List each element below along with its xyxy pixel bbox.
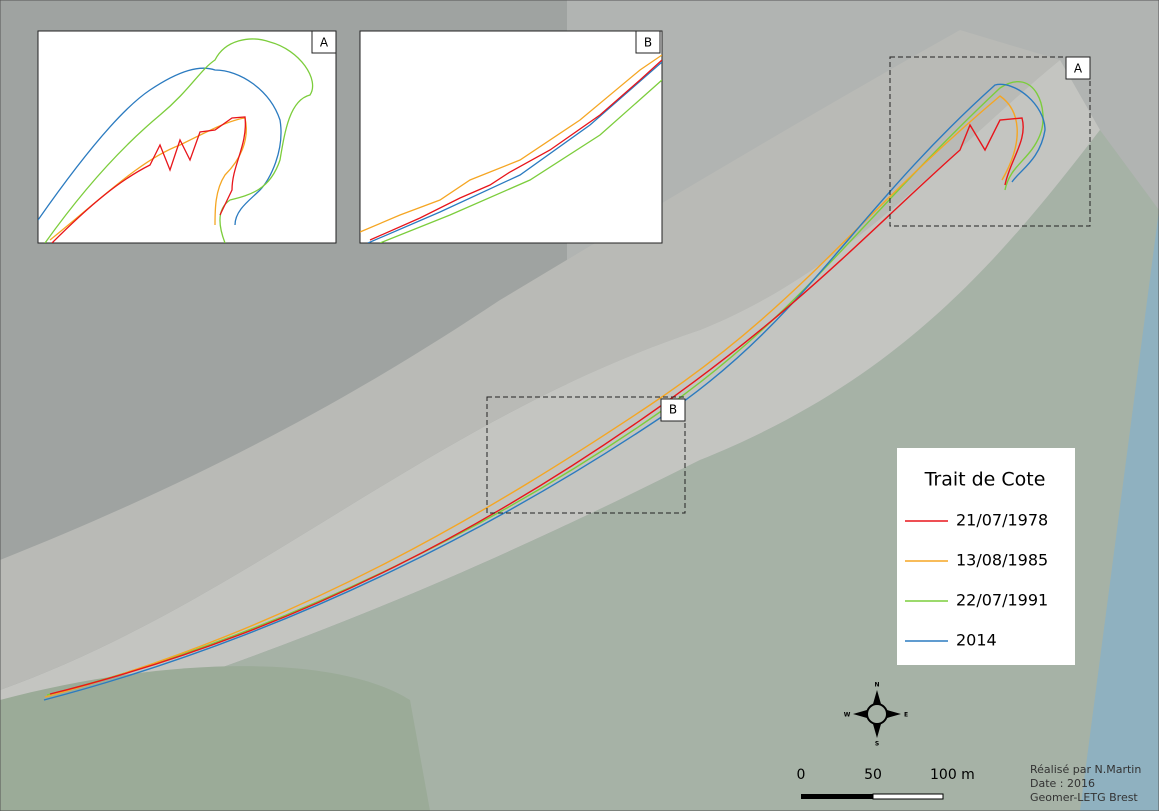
legend-label: 22/07/1991: [956, 591, 1048, 610]
map: A B A B Trait de Cote 21/07/1978 13/08/19…: [0, 0, 1159, 811]
zoom-box-label: A: [1074, 62, 1083, 76]
zoom-box-label: B: [669, 403, 677, 417]
legend-label: 21/07/1978: [956, 511, 1048, 530]
compass-label: S: [875, 741, 879, 748]
compass-label: E: [904, 712, 908, 719]
legend-title: Trait de Cote: [924, 469, 1046, 491]
legend-label: 13/08/1985: [956, 551, 1048, 570]
scale-label: 50: [864, 767, 882, 783]
credit: Réalisé par N.Martin: [1030, 763, 1141, 776]
credit: Geomer-LETG Brest: [1030, 791, 1138, 804]
scale-label: 0: [797, 767, 806, 783]
scale-label: 100 m: [930, 767, 975, 783]
inset: [360, 31, 662, 243]
credit: Date : 2016: [1030, 777, 1095, 790]
inset: [38, 31, 336, 243]
field: [0, 666, 430, 811]
legend: Trait de Cote 21/07/1978 13/08/1985 22/07/…: [897, 448, 1075, 665]
inset-label: B: [644, 36, 652, 50]
legend-label: 2014: [956, 631, 997, 650]
compass-label: W: [844, 712, 851, 719]
inset-label: A: [320, 36, 329, 50]
compass-label: N: [874, 682, 879, 689]
